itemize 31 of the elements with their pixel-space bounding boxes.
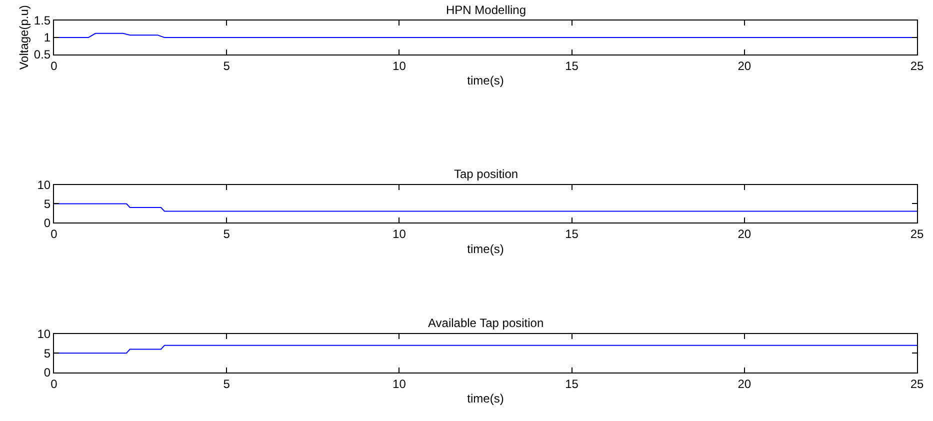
y-axis-title: Voltage(p.u) [17,5,32,70]
x-tick-label: 25 [910,376,924,391]
x-tick-label: 5 [223,226,230,241]
x-tick-label: 25 [910,58,924,73]
y-tick-label: 10 [37,326,51,341]
x-axis-title: time(s) [467,392,504,406]
x-tick-label: 10 [392,58,406,73]
x-tick-label: 15 [565,58,579,73]
y-tick-label: 0 [44,216,51,230]
x-axis-title: time(s) [467,74,504,88]
y-tick-label: 1 [44,30,51,45]
x-tick-label: 20 [738,376,752,391]
chart-title: Tap position [454,167,518,181]
chart-title: Available Tap position [428,316,544,330]
y-tick-label: 5 [44,196,51,211]
y-tick-label: 1.5 [34,14,51,28]
x-tick-label: 15 [565,226,579,241]
y-tick-label: 5 [44,346,51,360]
x-tick-label: 10 [392,226,406,241]
x-tick-label: 5 [223,58,230,73]
y-tick-label: 0 [44,366,51,380]
x-tick-label: 5 [223,376,230,391]
x-axis-title: time(s) [467,242,504,256]
x-tick-label: 20 [738,226,752,241]
x-tick-label: 20 [738,58,752,73]
x-tick-label: 10 [392,376,406,391]
x-tick-label: 25 [910,226,924,241]
x-tick-label: 15 [565,376,579,391]
y-tick-label: 0.5 [34,48,51,62]
y-tick-label: 10 [37,178,51,192]
chart-title: HPN Modelling [446,3,526,17]
